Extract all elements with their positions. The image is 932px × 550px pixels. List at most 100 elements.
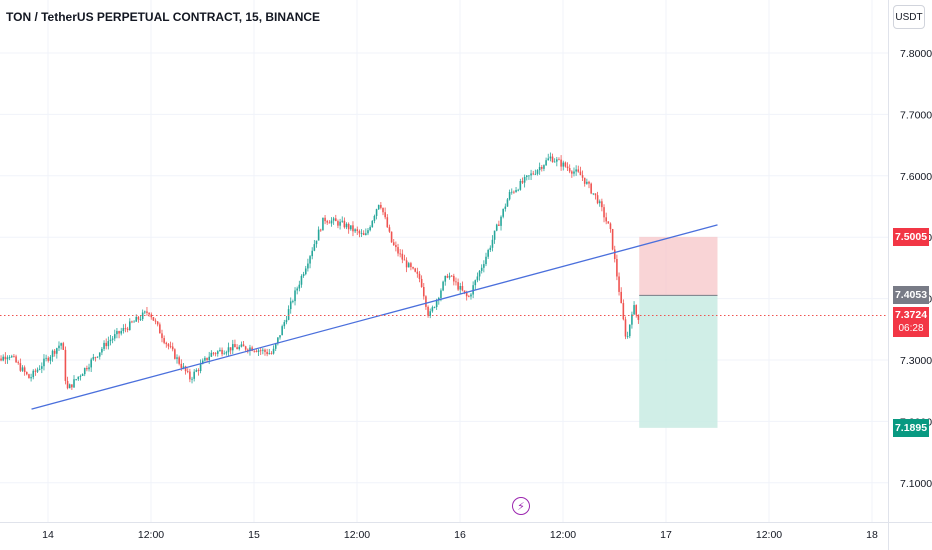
candle-body [225,352,228,354]
candle-body [354,229,356,232]
candle-body [457,282,459,290]
candle-body [515,190,517,193]
candle-body [403,259,406,261]
candle-body [399,253,401,255]
candle-body [596,195,599,204]
candle-body [540,167,543,169]
candle-body [437,297,440,301]
price-axis-label: 7.6000 [900,171,932,183]
candle-body [287,309,290,320]
candle-body [32,370,35,378]
time-axis-label: 12:00 [550,529,576,541]
candle-body [292,301,294,302]
candle-body [433,307,436,308]
candle-body [10,356,13,358]
candle-body [525,175,528,177]
candle-body [141,312,144,320]
candle-body [429,311,432,316]
candle-body [234,344,236,348]
candle-body [435,300,438,308]
candle-body [534,173,537,175]
candle-body [68,384,71,389]
last-price-tag: 7.3724 06:28 [893,306,929,337]
candle-body [328,222,331,224]
candle-body [319,229,322,231]
candle-body [94,357,97,358]
candle-body [219,349,221,352]
candle-body [480,267,483,271]
candle-body [601,201,603,208]
candle-body [113,334,116,339]
candle-body [317,229,320,241]
candle-body [343,220,346,228]
candle-body [382,207,384,213]
candle-body [326,221,329,223]
candle-body [470,294,472,297]
candle-body [373,215,376,221]
candle-body [560,159,562,167]
candle-body [206,357,208,361]
candle-body [562,162,565,167]
candle-body [487,250,489,257]
candle-body [532,173,535,175]
candle-body [249,347,251,351]
candle-body [508,192,511,200]
candle-body [622,303,625,320]
candle-body [392,242,395,246]
candle-body [150,314,153,318]
candle-body [380,204,382,208]
candle-body [418,273,421,279]
candle-body [146,311,148,313]
entry-price-tag: 7.4053 [893,286,929,305]
candle-body [73,379,75,388]
candle-body [77,376,80,380]
candle-body [446,275,449,278]
candle-body [577,169,580,172]
candle-body [191,378,193,380]
candle-body [161,333,163,339]
candle-body [34,370,37,372]
candle-body [337,221,339,226]
candle-body [62,343,65,350]
candle-body [450,275,453,277]
candle-body [111,338,114,340]
candle-body [227,347,230,353]
price-axis-label: 7.8000 [900,48,932,60]
candle-body [204,357,206,361]
candle-body [388,227,391,232]
candle-body [573,171,575,174]
candle-body [414,268,416,272]
lightning-icon[interactable]: ⚡ [512,497,530,515]
price-axis-label: 7.7000 [900,109,932,121]
candle-body [126,328,129,330]
stop-price-tag: 7.5005 [893,227,929,246]
candle-body [633,305,635,315]
candle-body [463,290,466,293]
candle-body [79,376,82,377]
candle-body [156,321,159,325]
candle-body [195,370,198,372]
candle-body [588,181,590,184]
currency-button[interactable]: USDT [893,5,925,29]
candle-body [268,353,271,355]
candle-body [19,363,22,371]
candle-body [339,221,341,226]
candle-body [289,301,292,310]
candle-body [307,263,309,269]
candle-body [25,372,28,375]
candle-body [178,357,180,364]
candle-body [38,368,41,370]
trendline[interactable] [31,224,718,410]
take-profit-zone[interactable] [639,295,718,428]
candle-body [118,331,120,334]
stop-loss-zone[interactable] [639,236,718,296]
candle-body [594,193,597,196]
candle-body [538,167,541,171]
candle-body [472,285,474,295]
candle-body [345,223,348,228]
candle-body [270,353,273,355]
candle-body [607,221,610,224]
candle-body [131,321,133,323]
candle-body [60,343,62,346]
